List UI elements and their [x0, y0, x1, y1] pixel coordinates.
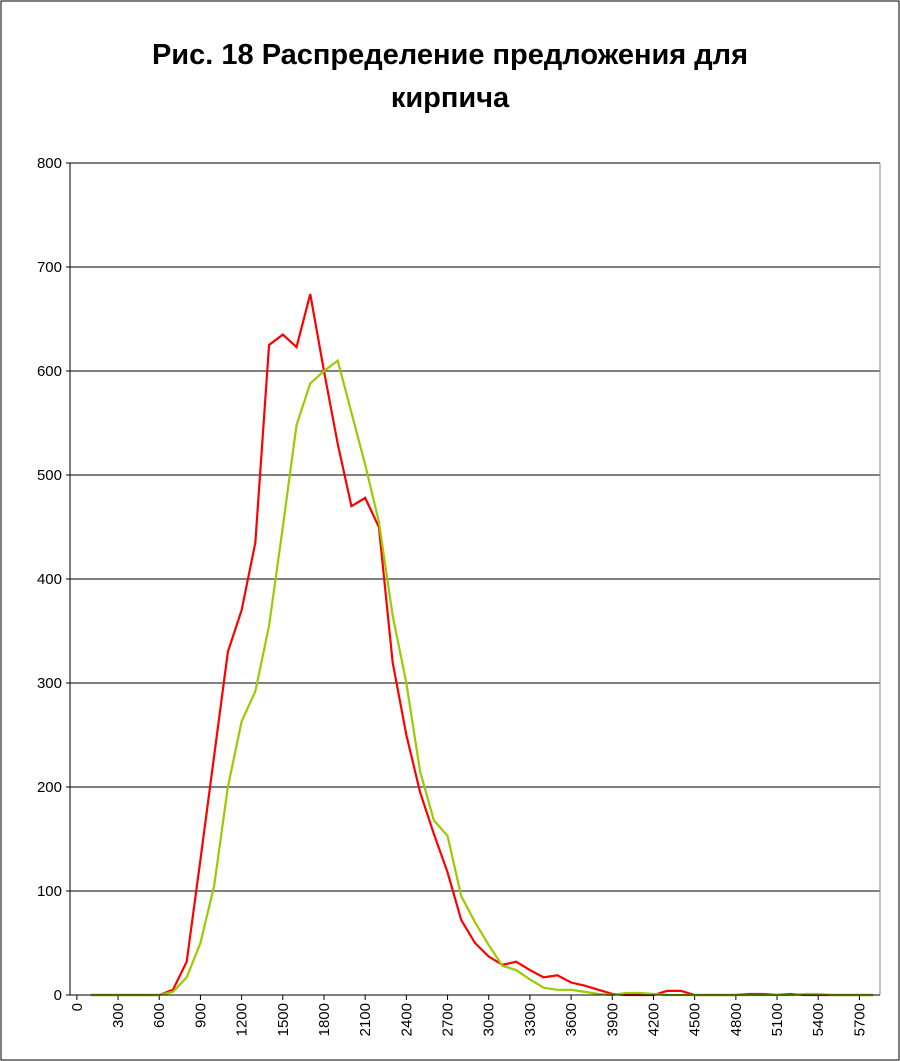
x-tick-label: 3000 [481, 1003, 498, 1036]
y-tick-label: 700 [37, 259, 62, 276]
x-tick-label: 2400 [398, 1003, 415, 1036]
x-tick-label: 5400 [810, 1003, 827, 1036]
x-tick-label: 1800 [316, 1003, 333, 1036]
x-tick-label: 5100 [769, 1003, 786, 1036]
x-tick-label: 300 [110, 1003, 127, 1028]
y-tick-label: 100 [37, 883, 62, 900]
x-tick-label: 900 [192, 1003, 209, 1028]
x-tick-label: 600 [151, 1003, 168, 1028]
chart-title: Рис. 18 Распределение предложения для [152, 39, 748, 71]
x-tick-label: 5700 [851, 1003, 868, 1036]
x-tick-label: 2700 [440, 1003, 457, 1036]
x-tick-label: 1200 [234, 1003, 251, 1036]
y-tick-label: 0 [54, 987, 62, 1004]
y-tick-label: 200 [37, 779, 62, 796]
x-tick-label: 4200 [645, 1003, 662, 1036]
y-tick-label: 300 [37, 675, 62, 692]
x-tick-label: 4500 [687, 1003, 704, 1036]
x-tick-label: 0 [69, 1003, 86, 1011]
chart-title: кирпича [391, 82, 510, 114]
y-tick-label: 400 [37, 571, 62, 588]
x-tick-label: 2100 [357, 1003, 374, 1036]
x-tick-label: 3300 [522, 1003, 539, 1036]
y-tick-label: 600 [37, 363, 62, 380]
x-tick-label: 3900 [604, 1003, 621, 1036]
x-tick-label: 4800 [728, 1003, 745, 1036]
y-tick-label: 500 [37, 467, 62, 484]
y-tick-label: 800 [37, 155, 62, 172]
x-tick-label: 1500 [275, 1003, 292, 1036]
x-tick-label: 3600 [563, 1003, 580, 1036]
